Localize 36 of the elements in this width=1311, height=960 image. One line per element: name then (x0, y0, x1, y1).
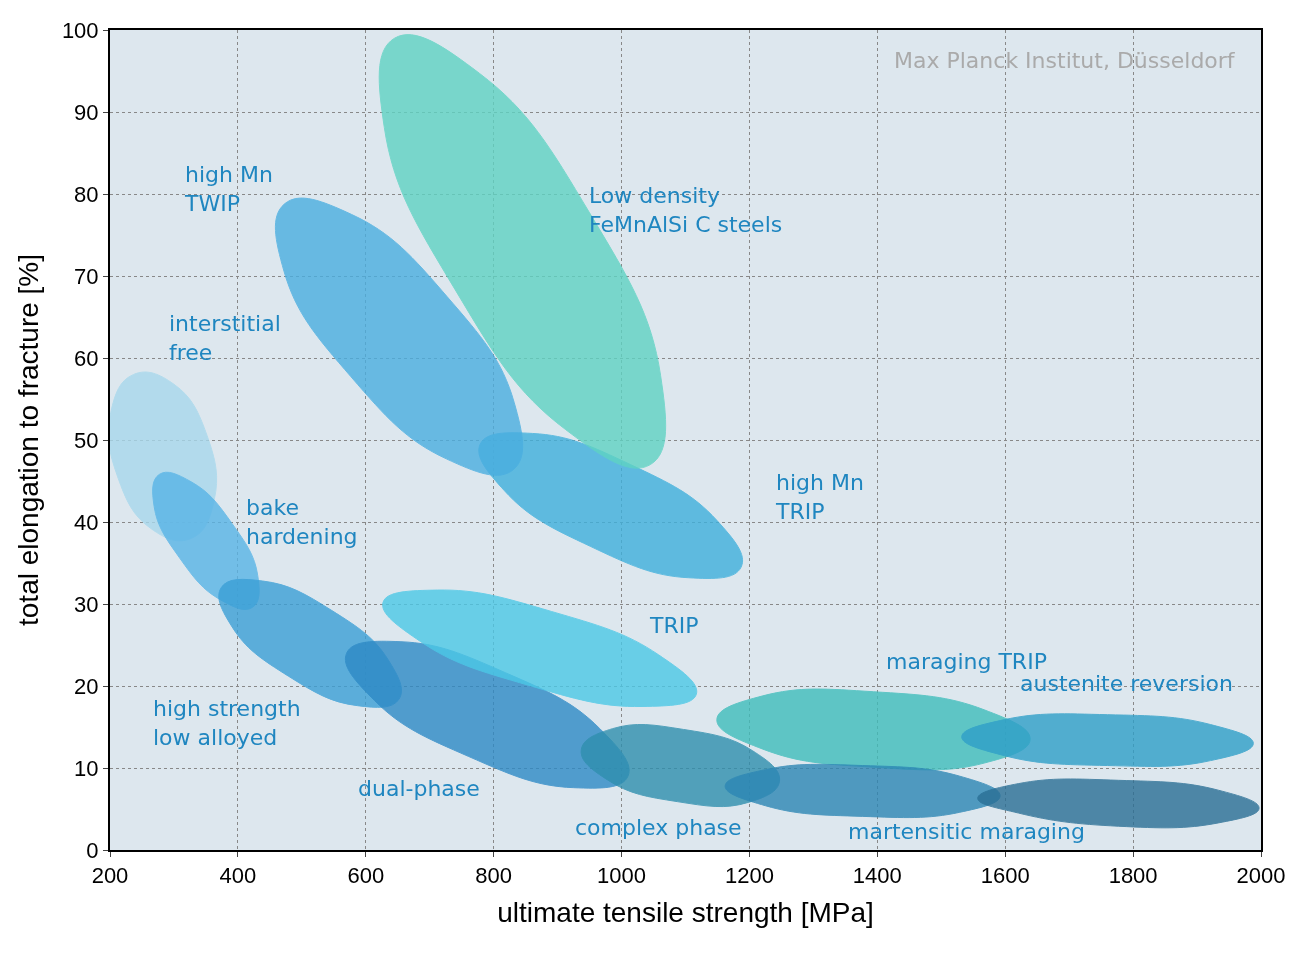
series-label: high strength low alloyed (153, 696, 301, 750)
y-tick-label: 60 (74, 345, 99, 371)
series-label: complex phase (575, 815, 742, 840)
series-label: austenite reversion (1020, 671, 1233, 696)
y-tick-label: 20 (74, 673, 99, 699)
y-tick-label: 90 (74, 99, 99, 125)
x-tick-label: 1400 (852, 863, 902, 889)
series-label: maraging TRIP (886, 649, 1047, 674)
annotation: Max Planck Institut, Düsseldorf (894, 48, 1236, 73)
y-tick-label: 100 (61, 17, 99, 43)
y-tick-label: 70 (74, 263, 99, 289)
x-tick-label: 400 (219, 863, 257, 889)
y-tick-label: 0 (86, 837, 99, 863)
y-tick-label: 80 (74, 181, 99, 207)
x-tick-label: 1000 (597, 863, 647, 889)
x-tick-label: 200 (91, 863, 129, 889)
series-label: Low density FeMnAlSi C steels (589, 183, 783, 237)
series-label: martensitic maraging (848, 819, 1085, 844)
series-label: TRIP (649, 613, 699, 638)
x-tick-label: 600 (347, 863, 385, 889)
y-tick-label: 30 (74, 591, 99, 617)
y-tick-label: 40 (74, 509, 99, 535)
series-label: bake hardening (246, 495, 358, 549)
x-tick-label: 800 (475, 863, 513, 889)
x-axis-title: ultimate tensile strength [MPa] (497, 897, 874, 928)
series-label: high Mn TWIP (184, 162, 273, 216)
y-axis-title: total elongation to fracture [%] (13, 254, 45, 626)
x-tick-label: 2000 (1236, 863, 1286, 889)
series-label: dual-phase (358, 776, 480, 801)
x-tick-label: 1200 (724, 863, 774, 889)
x-tick-label: 1600 (980, 863, 1030, 889)
y-tick-label: 50 (74, 427, 99, 453)
y-tick-label: 10 (74, 755, 99, 781)
text: high Mn TRIP (775, 470, 864, 524)
series-label: interstitial free (169, 311, 281, 365)
x-tick-label: 1800 (1108, 863, 1158, 889)
